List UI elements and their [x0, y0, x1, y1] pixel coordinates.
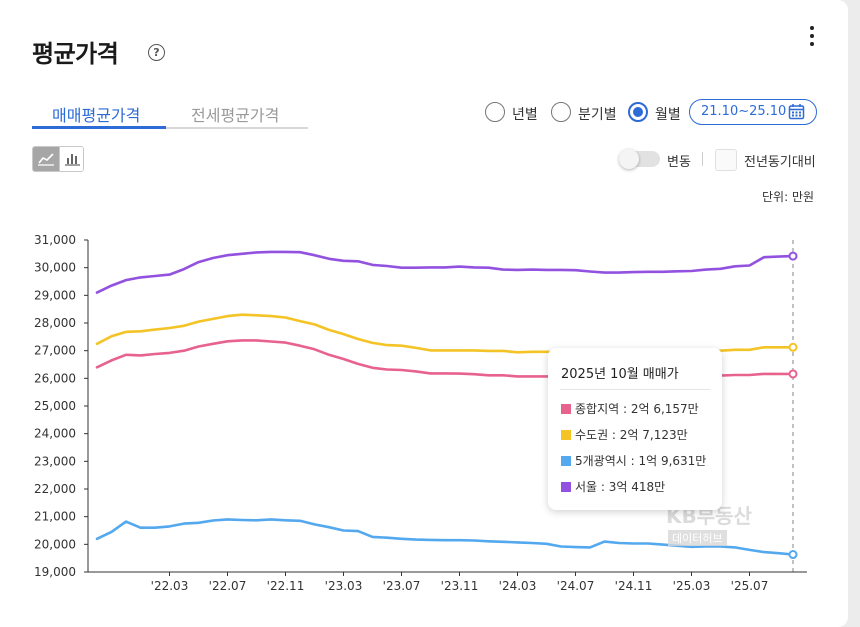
- chart-type-toggle: [32, 146, 84, 172]
- unit-label: 단위: 만원: [762, 190, 815, 204]
- bar-chart-button[interactable]: [59, 147, 83, 171]
- date-range-picker[interactable]: 21.10~25.10: [689, 99, 817, 125]
- y-tick-label: 23,000: [34, 454, 76, 468]
- tooltip-row-text: 종합지역 : 2억 6,157만: [575, 402, 699, 416]
- tooltip-row: 종합지역 : 2억 6,157만: [561, 400, 699, 417]
- tooltip-row-text: 서울 : 3억 418만: [575, 480, 666, 494]
- yoy-checkbox-label: 전년동기대비: [744, 155, 816, 170]
- x-tick-label: '25.03: [673, 579, 711, 593]
- watermark-subtitle: 데이터허브: [668, 530, 727, 546]
- help-icon[interactable]: ?: [148, 44, 165, 61]
- series-end-marker: [788, 369, 798, 379]
- radio-yearly[interactable]: [485, 102, 505, 122]
- tab-jeonse-price[interactable]: 전세평균가격: [191, 106, 280, 125]
- tooltip-divider: [560, 389, 710, 390]
- line-chart-button[interactable]: [33, 147, 59, 171]
- tooltip-row-text: 5개광역시 : 1억 9,631만: [575, 454, 707, 468]
- series-end-marker: [788, 550, 798, 560]
- x-tick-label: '23.07: [383, 579, 421, 593]
- y-tick-label: 31,000: [34, 233, 76, 247]
- more-menu-icon[interactable]: [806, 26, 818, 50]
- change-toggle-label: 변동: [667, 155, 691, 170]
- y-tick-label: 30,000: [34, 261, 76, 275]
- legend-swatch: [561, 404, 571, 414]
- y-tick-label: 21,000: [34, 510, 76, 524]
- yoy-checkbox[interactable]: [715, 149, 737, 171]
- legend-swatch: [561, 482, 571, 492]
- x-tick-label: '24.07: [557, 579, 595, 593]
- chart-tooltip: 2025년 10월 매매가 종합지역 : 2억 6,157만 수도권 : 2억 …: [548, 348, 722, 510]
- y-tick-label: 20,000: [34, 537, 76, 551]
- x-tick-label: '22.11: [267, 579, 305, 593]
- x-tick-label: '22.07: [209, 579, 247, 593]
- y-tick-label: 28,000: [34, 316, 76, 330]
- tab-sale-price[interactable]: 매매평균가격: [52, 106, 141, 125]
- radio-quarterly[interactable]: [551, 102, 571, 122]
- change-toggle[interactable]: [619, 149, 660, 169]
- radio-quarterly-label: 분기별: [578, 107, 617, 123]
- tooltip-row: 5개광역시 : 1억 9,631만: [561, 452, 706, 469]
- x-tick-label: '25.07: [731, 579, 769, 593]
- x-tick-label: '24.03: [499, 579, 537, 593]
- y-tick-label: 26,000: [34, 371, 76, 385]
- x-tick-label: '24.11: [615, 579, 653, 593]
- series-end-marker: [788, 251, 798, 261]
- legend-swatch: [561, 456, 571, 466]
- y-tick-label: 27,000: [34, 344, 76, 358]
- y-tick-label: 24,000: [34, 427, 76, 441]
- calendar-icon: [788, 104, 805, 120]
- radio-yearly-label: 년별: [512, 107, 538, 123]
- radio-monthly-label: 월별: [655, 107, 681, 123]
- date-range-text: 21.10~25.10: [701, 104, 787, 119]
- tooltip-row: 수도권 : 2억 7,123만: [561, 426, 688, 443]
- tooltip-row-text: 수도권 : 2억 7,123만: [575, 428, 688, 442]
- page-title: 평균가격: [32, 40, 119, 68]
- line-chart-icon: [38, 153, 54, 166]
- tab-underline: [32, 127, 308, 129]
- x-tick-label: '23.03: [325, 579, 363, 593]
- x-tick-label: '23.11: [441, 579, 479, 593]
- series-line: [95, 250, 795, 294]
- y-tick-label: 22,000: [34, 482, 76, 496]
- y-tick-label: 19,000: [34, 565, 76, 579]
- x-tick-label: '22.03: [151, 579, 189, 593]
- radio-monthly[interactable]: [628, 102, 648, 122]
- bar-chart-icon: [65, 154, 80, 166]
- tooltip-row: 서울 : 3억 418만: [561, 478, 665, 495]
- toggle-knob: [619, 149, 639, 169]
- y-tick-label: 25,000: [34, 399, 76, 413]
- series-end-marker: [788, 342, 798, 352]
- tab-active-indicator: [32, 126, 166, 129]
- divider: [702, 152, 703, 166]
- y-tick-label: 29,000: [34, 288, 76, 302]
- legend-swatch: [561, 430, 571, 440]
- tooltip-title: 2025년 10월 매매가: [561, 367, 679, 382]
